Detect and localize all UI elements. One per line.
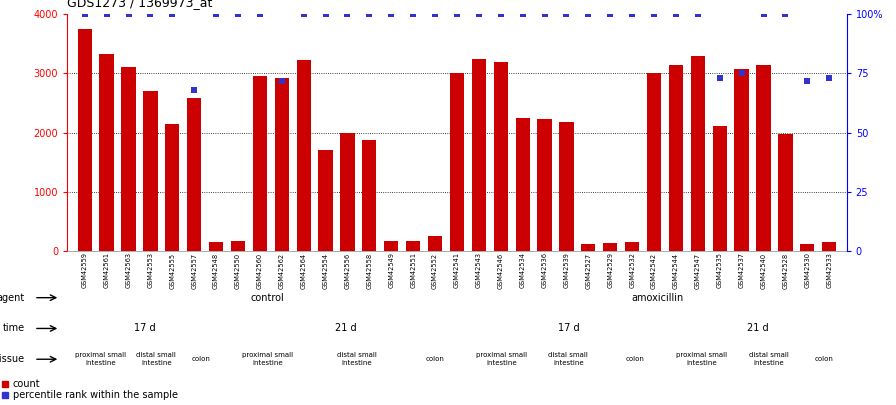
Bar bbox=[515, 118, 530, 251]
Bar bbox=[800, 244, 814, 251]
Text: 21 d: 21 d bbox=[747, 324, 769, 333]
Text: control: control bbox=[251, 293, 285, 303]
Point bbox=[318, 11, 332, 17]
Text: 21 d: 21 d bbox=[335, 324, 357, 333]
Text: proximal small
intestine: proximal small intestine bbox=[676, 352, 728, 366]
Point bbox=[625, 11, 640, 17]
Point bbox=[450, 11, 464, 17]
Text: colon: colon bbox=[426, 356, 444, 362]
Text: proximal small
intestine: proximal small intestine bbox=[75, 352, 126, 366]
Bar bbox=[538, 119, 552, 251]
Point bbox=[340, 11, 355, 17]
Bar bbox=[187, 98, 202, 251]
Point bbox=[406, 11, 420, 17]
Bar bbox=[559, 122, 573, 251]
Bar bbox=[471, 59, 486, 251]
Bar bbox=[450, 73, 464, 251]
Text: distal small
intestine: distal small intestine bbox=[136, 352, 177, 366]
Point bbox=[691, 11, 705, 17]
Point bbox=[494, 11, 508, 17]
Point bbox=[428, 11, 443, 17]
Point bbox=[582, 11, 596, 17]
Text: proximal small
intestine: proximal small intestine bbox=[242, 352, 293, 366]
Point bbox=[99, 11, 114, 17]
Text: 17 d: 17 d bbox=[134, 324, 156, 333]
Point bbox=[209, 11, 223, 17]
Point bbox=[121, 11, 135, 17]
Point bbox=[78, 11, 92, 17]
Text: count: count bbox=[13, 379, 40, 389]
Bar bbox=[231, 241, 246, 251]
Text: 17 d: 17 d bbox=[557, 324, 579, 333]
Bar bbox=[275, 77, 289, 251]
Point bbox=[538, 11, 552, 17]
Text: colon: colon bbox=[815, 356, 834, 362]
Bar bbox=[78, 29, 91, 251]
Bar bbox=[297, 60, 311, 251]
Point bbox=[143, 11, 158, 17]
Bar bbox=[384, 241, 399, 251]
Point bbox=[231, 11, 246, 17]
Text: agent: agent bbox=[0, 293, 25, 303]
Text: tissue: tissue bbox=[0, 354, 25, 364]
Bar bbox=[209, 242, 223, 251]
Bar bbox=[691, 55, 705, 251]
Text: amoxicillin: amoxicillin bbox=[632, 293, 684, 303]
Bar bbox=[406, 241, 420, 251]
Text: colon: colon bbox=[625, 356, 644, 362]
Bar bbox=[668, 64, 683, 251]
Bar bbox=[625, 242, 639, 251]
Point bbox=[822, 75, 836, 81]
Point bbox=[253, 11, 267, 17]
Point bbox=[165, 11, 179, 17]
Point bbox=[779, 11, 793, 17]
Text: distal small
intestine: distal small intestine bbox=[548, 352, 589, 366]
Bar bbox=[779, 134, 793, 251]
Bar bbox=[735, 69, 749, 251]
Text: proximal small
intestine: proximal small intestine bbox=[476, 352, 527, 366]
Text: time: time bbox=[3, 324, 25, 333]
Point bbox=[384, 11, 399, 17]
Point bbox=[800, 77, 814, 84]
Point bbox=[297, 11, 311, 17]
Point bbox=[274, 77, 289, 84]
Text: distal small
intestine: distal small intestine bbox=[749, 352, 788, 366]
Text: distal small
intestine: distal small intestine bbox=[337, 352, 376, 366]
Point bbox=[756, 11, 771, 17]
Text: colon: colon bbox=[192, 356, 211, 362]
Text: percentile rank within the sample: percentile rank within the sample bbox=[13, 390, 178, 401]
Point bbox=[559, 11, 573, 17]
Bar bbox=[712, 126, 727, 251]
Bar bbox=[318, 150, 332, 251]
Bar bbox=[362, 140, 376, 251]
Bar bbox=[647, 73, 661, 251]
Point bbox=[187, 87, 202, 93]
Point bbox=[647, 11, 661, 17]
Point bbox=[712, 75, 727, 81]
Text: GDS1273 / 1369973_at: GDS1273 / 1369973_at bbox=[67, 0, 212, 9]
Bar bbox=[121, 68, 135, 251]
Point bbox=[362, 11, 376, 17]
Point bbox=[515, 11, 530, 17]
Bar bbox=[603, 243, 617, 251]
Bar bbox=[428, 236, 443, 251]
Bar bbox=[165, 124, 179, 251]
Bar bbox=[582, 244, 596, 251]
Bar bbox=[823, 242, 836, 251]
Bar bbox=[99, 54, 114, 251]
Bar bbox=[494, 62, 508, 251]
Bar bbox=[340, 133, 355, 251]
Point bbox=[735, 70, 749, 77]
Bar bbox=[253, 77, 267, 251]
Point bbox=[471, 11, 486, 17]
Point bbox=[603, 11, 617, 17]
Bar bbox=[756, 64, 771, 251]
Bar bbox=[143, 91, 158, 251]
Point bbox=[668, 11, 683, 17]
